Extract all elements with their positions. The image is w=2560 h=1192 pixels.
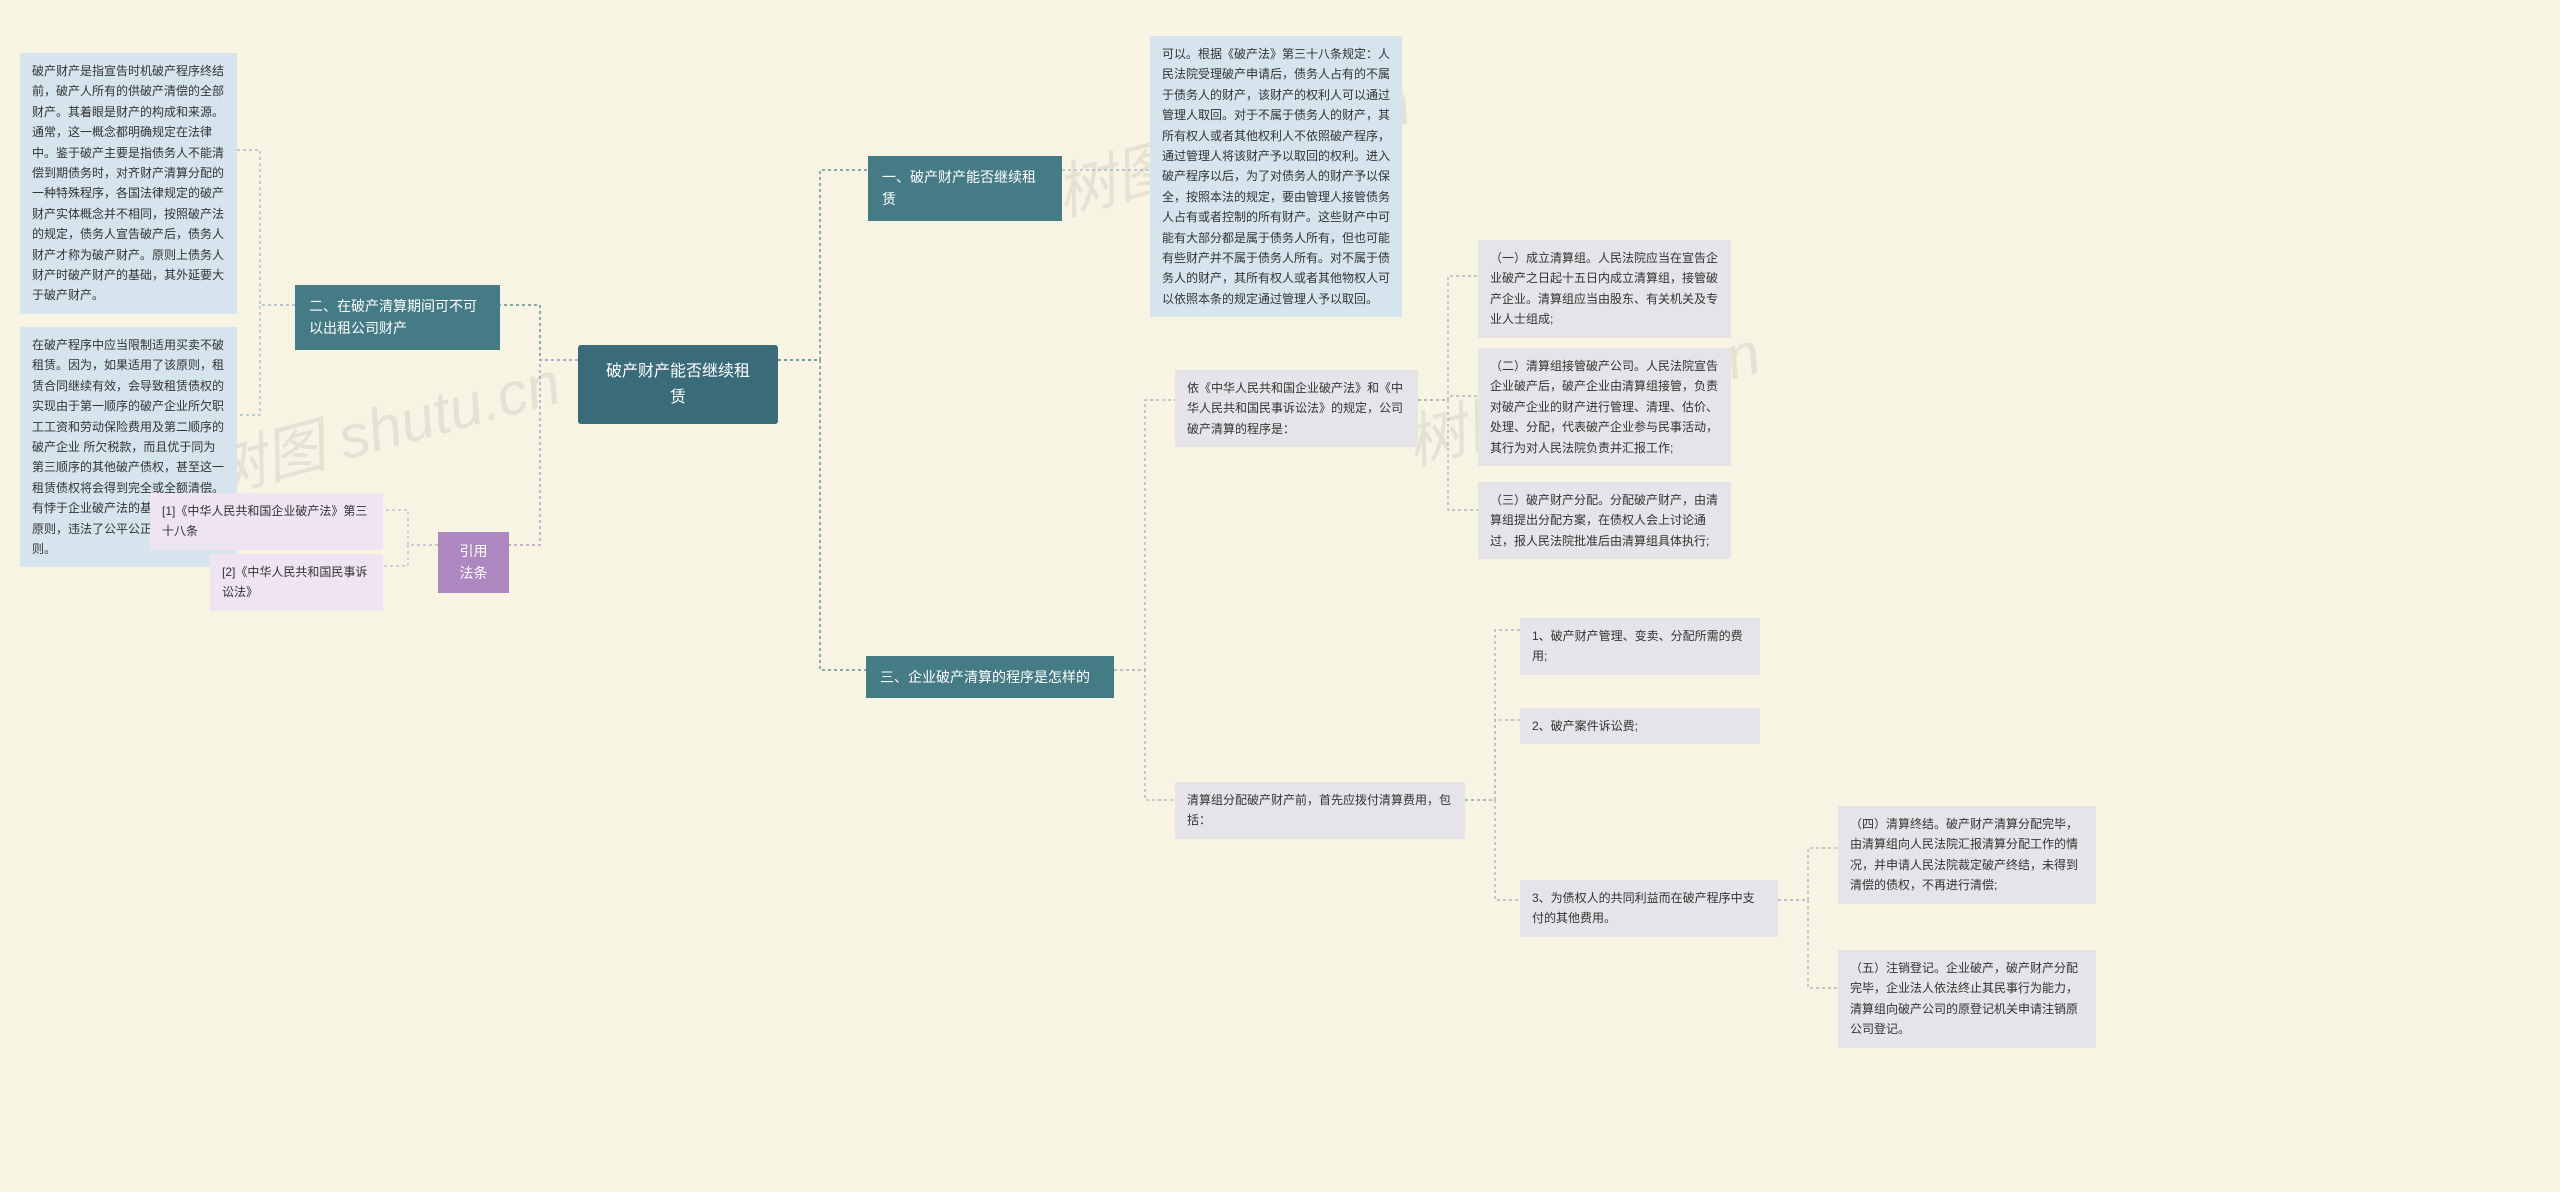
branch-1: 一、破产财产能否继续租赁 xyxy=(868,156,1062,221)
branch-3-sub1-item3: （三）破产财产分配。分配破产财产，由清算组提出分配方案，在债权人会上讨论通过，报… xyxy=(1478,482,1731,559)
citations-branch: 引用法条 xyxy=(438,532,509,593)
branch-3-sub2-n5: （五）注销登记。企业破产，破产财产分配完毕，企业法人依法终止其民事行为能力，清算… xyxy=(1838,950,2096,1048)
branch-2-leaf-1: 破产财产是指宣告时机破产程序终结前，破产人所有的供破产清偿的全部财产。其着眼是财… xyxy=(20,53,237,314)
branch-3-sub1-item2: （二）清算组接管破产公司。人民法院宣告企业破产后，破产企业由清算组接管，负责对破… xyxy=(1478,348,1731,466)
branch-3-sub2-n4: （四）清算终结。破产财产清算分配完毕，由清算组向人民法院汇报清算分配工作的情况，… xyxy=(1838,806,2096,904)
citation-2: [2]《中华人民共和国民事诉讼法》 xyxy=(210,554,383,611)
branch-1-leaf: 可以。根据《破产法》第三十八条规定：人民法院受理破产申请后，债务人占有的不属于债… xyxy=(1150,36,1402,317)
branch-3-sub2-item1: 1、破产财产管理、变卖、分配所需的费用; xyxy=(1520,618,1760,675)
branch-3-sub1: 依《中华人民共和国企业破产法》和《中华人民共和国民事诉讼法》的规定，公司破产清算… xyxy=(1175,370,1418,447)
citation-1: [1]《中华人民共和国企业破产法》第三十八条 xyxy=(150,493,383,550)
branch-3-sub2: 清算组分配破产财产前，首先应拨付清算费用，包括： xyxy=(1175,782,1465,839)
branch-3-sub2-item2: 2、破产案件诉讼费; xyxy=(1520,708,1760,744)
branch-3-sub2-item3: 3、为债权人的共同利益而在破产程序中支付的其他费用。 xyxy=(1520,880,1778,937)
branch-3-sub1-item1: （一）成立清算组。人民法院应当在宣告企业破产之日起十五日内成立清算组，接管破产企… xyxy=(1478,240,1731,338)
branch-2: 二、在破产清算期间可不可以出租公司财产 xyxy=(295,285,500,350)
root-node: 破产财产能否继续租赁 xyxy=(578,345,778,424)
branch-3: 三、企业破产清算的程序是怎样的 xyxy=(866,656,1114,698)
watermark: 树图 shutu.cn xyxy=(195,334,569,512)
